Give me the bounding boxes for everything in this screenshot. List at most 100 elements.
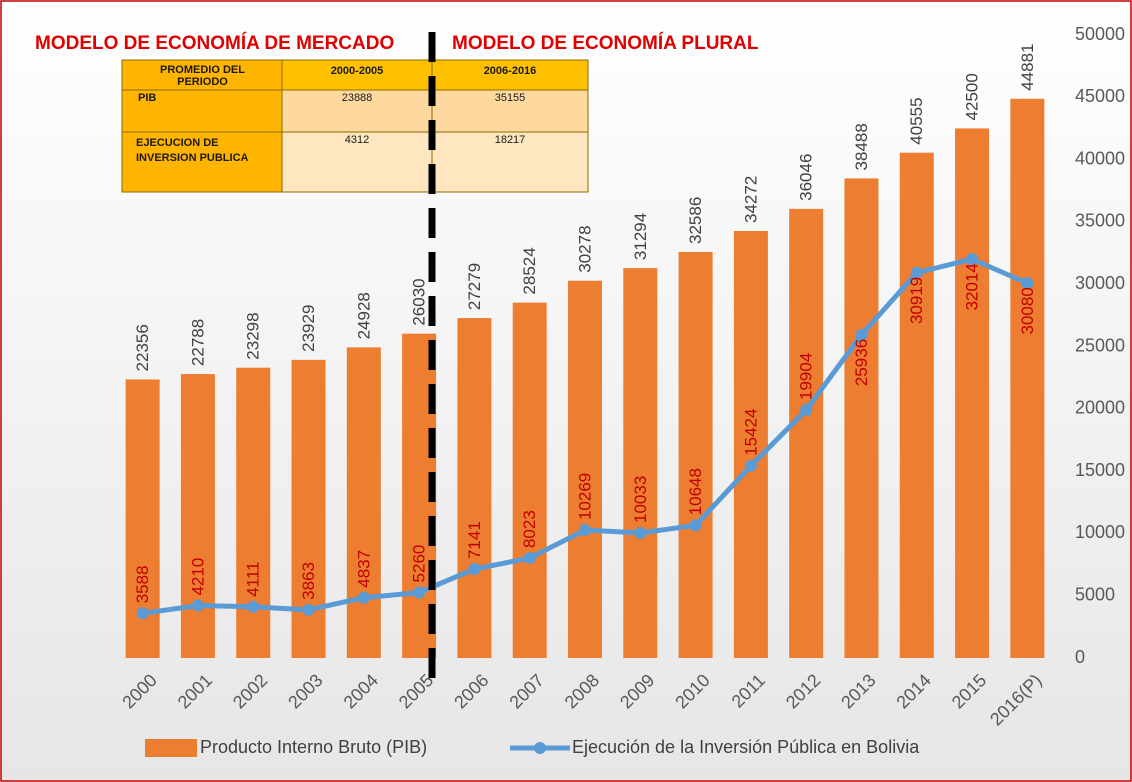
plot: 0 5000 10000 15000 20000 25000 30000 35000 40000…	[118, 24, 1125, 730]
y-tick-label: 5000	[1075, 584, 1115, 604]
bar	[955, 128, 990, 658]
bar	[568, 280, 602, 658]
point	[689, 519, 702, 532]
data-label: 44881	[1018, 44, 1037, 91]
point	[910, 266, 923, 279]
data-label: 42500	[963, 73, 982, 120]
table-cell-text: 23888	[342, 92, 373, 104]
point	[302, 603, 315, 616]
data-label: 5260	[410, 545, 429, 583]
data-label: 22788	[188, 319, 207, 366]
point	[413, 586, 426, 599]
data-label: 4210	[188, 558, 207, 596]
y-tick-label: 40000	[1075, 148, 1125, 168]
data-label: 23929	[299, 305, 318, 352]
table-cell: EJECUCION DE INVERSION PUBLICA	[136, 137, 249, 164]
data-label: 32014	[963, 263, 982, 310]
data-label: 10648	[686, 468, 705, 515]
bar	[346, 347, 381, 658]
data-label: 24928	[354, 292, 373, 339]
point	[855, 328, 868, 341]
point	[634, 526, 647, 539]
data-label: 28524	[520, 247, 539, 294]
data-label: 34272	[741, 176, 760, 223]
y-tick-label: 25000	[1075, 335, 1125, 355]
data-label: 3863	[299, 562, 318, 600]
table-cell-text: 35155	[495, 92, 526, 104]
annotation: MODELO DE ECONOMÍA DE MERCADO	[35, 32, 394, 54]
table-cell	[431, 131, 589, 193]
data-label: 30919	[907, 277, 926, 324]
y-tick-label: 35000	[1075, 211, 1125, 231]
bar	[899, 152, 934, 658]
legend-label: Producto Interno Bruto (PIB)	[200, 737, 427, 757]
table-cell	[431, 59, 589, 91]
bar	[678, 251, 713, 658]
data-label: 32586	[686, 197, 705, 244]
data-label: 4837	[354, 550, 373, 588]
point	[468, 563, 481, 576]
data-label: 31294	[631, 213, 650, 260]
data-label: 10033	[631, 476, 650, 523]
data-label: 30278	[575, 225, 594, 272]
table-header-text: PROMEDIO DEL PERIODO	[160, 64, 245, 88]
data-label: 15424	[741, 409, 760, 456]
point	[744, 459, 757, 472]
annotation: MODELO DE ECONOMÍA PLURAL	[452, 32, 759, 54]
bar	[623, 268, 658, 658]
bar	[1010, 98, 1045, 659]
table-cell	[121, 59, 283, 91]
legend-label: Ejecución de la Inversión Pública en Bol…	[572, 737, 920, 757]
data-label: 40555	[907, 97, 926, 144]
bar	[844, 178, 879, 658]
table-cell	[281, 59, 433, 91]
table-cell-text: PIB	[138, 92, 156, 104]
point	[191, 599, 204, 612]
data-label: 36046	[797, 154, 816, 201]
data-label: 3588	[133, 565, 152, 603]
data-label: 7141	[465, 521, 484, 559]
y-tick-label: 50000	[1075, 24, 1125, 44]
legend: Producto Interno Bruto (PIB) Ejecución de…	[145, 737, 920, 757]
point	[579, 524, 591, 537]
table-cell-text: 18217	[495, 134, 526, 146]
bar	[236, 367, 271, 658]
bar	[789, 208, 824, 659]
legend-swatch	[145, 739, 197, 757]
table-cell	[281, 131, 433, 193]
data-label: 23298	[244, 312, 263, 359]
table-cell-text: 4312	[345, 134, 369, 146]
bar	[512, 302, 547, 658]
table-header: 2000-2005	[331, 65, 384, 77]
data-label: 30080	[1018, 287, 1037, 334]
point	[966, 253, 979, 266]
table-cell	[121, 131, 283, 193]
bar	[457, 318, 492, 658]
summary-table: PROMEDIO DEL PERIODO 2000-2005 2006-2016…	[121, 59, 589, 193]
y-tick-label: 30000	[1075, 273, 1125, 293]
bar	[180, 374, 215, 658]
table-cell-text: EJECUCION DE INVERSION PUBLICA	[136, 137, 249, 164]
data-label: 19904	[797, 353, 816, 400]
y-tick-label: 15000	[1075, 460, 1125, 480]
y-tick-label: 45000	[1075, 86, 1125, 106]
data-label: 22356	[133, 324, 152, 371]
point	[357, 591, 370, 604]
point	[136, 607, 149, 620]
point	[247, 600, 260, 613]
legend-swatch	[534, 742, 546, 754]
bar	[733, 230, 768, 658]
point	[800, 403, 813, 416]
data-label: 10269	[575, 473, 594, 520]
y-tick-label: 20000	[1075, 398, 1125, 418]
table-header: PROMEDIO DEL PERIODO	[160, 64, 245, 88]
y-tick-label: 0	[1075, 647, 1085, 667]
point	[523, 552, 536, 565]
y-tick-label: 10000	[1075, 522, 1125, 542]
data-label: 27279	[465, 263, 484, 310]
data-label: 26030	[410, 278, 429, 325]
table-header: 2006-2016	[484, 65, 537, 77]
data-label: 38488	[852, 123, 871, 170]
